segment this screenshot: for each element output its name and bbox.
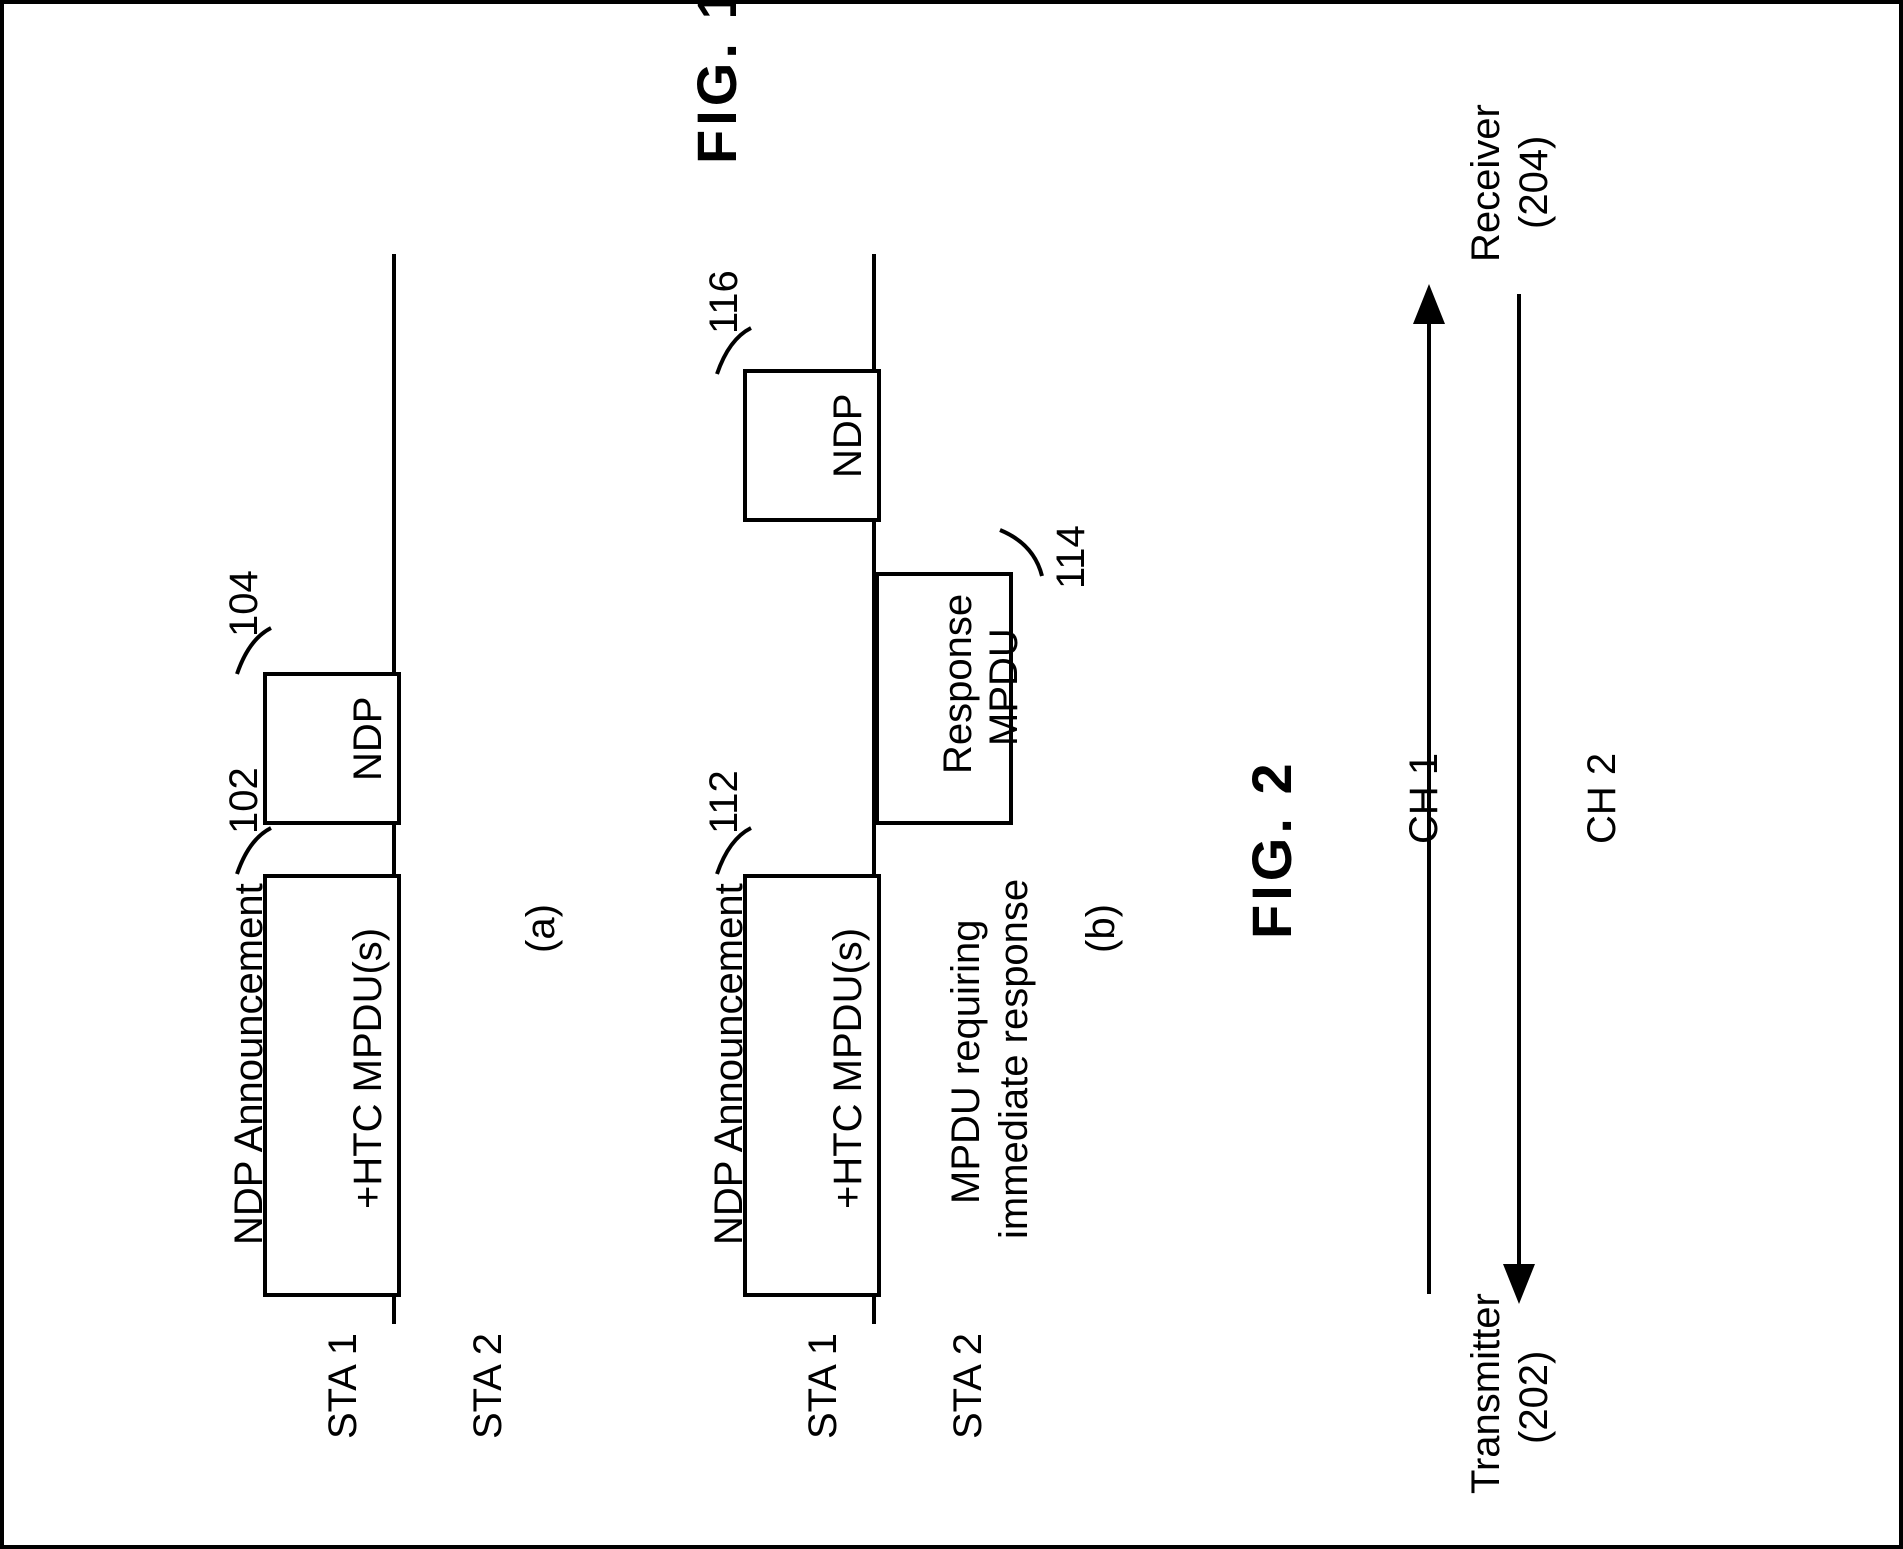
fig2-rx-num: (204) [1512, 136, 1557, 229]
fig1a-sta1-label: STA 1 [321, 1333, 366, 1439]
fig1b-ref-114-tick [994, 524, 1054, 584]
fig1a-sta2-label: STA 2 [466, 1333, 511, 1439]
fig1a-ref-102-tick [229, 824, 279, 884]
fig1a-sublabel: (a) [519, 904, 564, 953]
fig1a-box-htc-label: +HTC MPDU(s) [346, 928, 391, 1209]
fig1-title: FIG. 1 [684, 0, 749, 164]
fig1a-box-ndp-label: NDP [346, 697, 391, 781]
fig2-tx-num: (202) [1512, 1351, 1557, 1444]
fig1b-below-line1: MPDU requiring [944, 919, 989, 1204]
fig1b-sta2-label: STA 2 [946, 1333, 991, 1439]
fig1b-ref-114: 114 [1049, 525, 1094, 589]
fig1b-ref-112-tick [709, 824, 759, 884]
fig1b-sublabel: (b) [1079, 904, 1124, 953]
page: FIG. 1 STA 1 STA 2 (a) NDP Announcement … [0, 0, 1903, 1549]
fig1b-ref-116-tick [709, 324, 759, 384]
fig1b-box-htc-label: +HTC MPDU(s) [826, 928, 871, 1209]
fig2-ch2-label: CH 2 [1580, 753, 1625, 844]
fig2-tx-label: Transmitter [1464, 1293, 1509, 1494]
fig2-ch2-arrow [1499, 284, 1539, 1304]
fig2-ch1-label: CH 1 [1402, 753, 1447, 844]
fig2-title: FIG. 2 [1239, 759, 1304, 939]
fig1b-sta1-label: STA 1 [801, 1333, 846, 1439]
fig1b-box-response-l2: MPDU [982, 628, 1027, 746]
fig1a-ref-104-tick [229, 624, 279, 684]
fig1b-below-line2: immediate response [992, 879, 1037, 1239]
fig2-rx-label: Receiver [1464, 104, 1509, 262]
fig1b-box-ndp-label: NDP [826, 394, 871, 478]
fig1b-box-response-l1: Response [936, 594, 981, 774]
